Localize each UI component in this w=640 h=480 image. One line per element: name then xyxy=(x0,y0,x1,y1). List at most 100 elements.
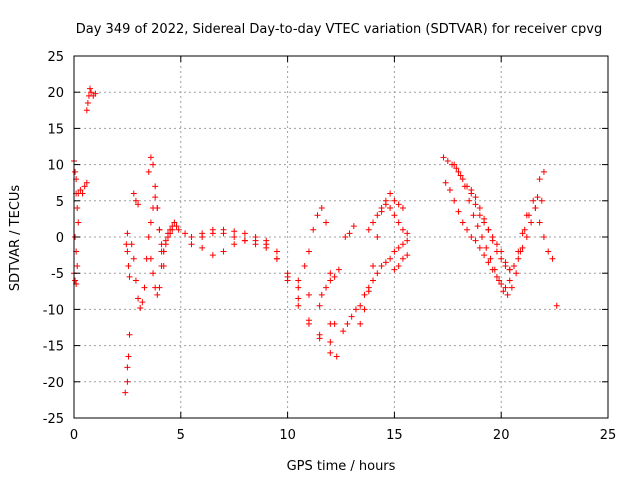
data-point xyxy=(468,234,475,240)
data-point xyxy=(231,241,238,248)
data-point xyxy=(188,234,195,240)
data-point xyxy=(150,161,157,168)
data-point xyxy=(404,230,411,237)
x-tick-label: 10 xyxy=(279,428,296,443)
data-point xyxy=(528,219,535,226)
data-point xyxy=(83,107,90,114)
data-point xyxy=(399,255,406,262)
data-point xyxy=(370,277,377,284)
data-point xyxy=(444,157,451,164)
data-point xyxy=(523,234,530,240)
data-point xyxy=(440,154,447,161)
data-point xyxy=(502,284,509,291)
data-point xyxy=(84,100,91,107)
y-tick-labels: 25 20 15 10 5 0 -5 -10 -15 -20 -25 xyxy=(43,50,64,427)
data-point xyxy=(314,212,321,219)
data-point xyxy=(273,255,280,262)
data-point xyxy=(152,194,159,201)
data-point xyxy=(209,252,216,259)
data-point xyxy=(502,262,509,269)
data-point xyxy=(532,205,539,212)
data-point xyxy=(459,176,466,183)
data-point xyxy=(500,288,507,295)
series-arc-22 xyxy=(468,168,547,273)
axis-ticks xyxy=(73,55,609,419)
data-point xyxy=(476,205,483,212)
data-point xyxy=(81,183,88,190)
data-point xyxy=(130,255,137,262)
data-point xyxy=(126,331,133,338)
data-point xyxy=(451,161,458,168)
data-point xyxy=(147,255,154,262)
data-point xyxy=(549,255,556,262)
data-point xyxy=(135,295,142,302)
data-point xyxy=(301,262,308,269)
data-point xyxy=(472,201,479,208)
data-point xyxy=(164,234,171,240)
data-point xyxy=(125,353,132,360)
data-point xyxy=(156,226,163,233)
data-point xyxy=(446,186,453,193)
data-point xyxy=(295,302,302,309)
x-tick-label: 15 xyxy=(386,428,403,443)
y-tick-label: -15 xyxy=(43,340,64,355)
data-point xyxy=(530,197,537,204)
data-point xyxy=(538,197,545,204)
data-point xyxy=(540,168,547,175)
data-point xyxy=(399,241,406,248)
data-point xyxy=(154,205,161,212)
data-point xyxy=(327,277,334,284)
data-point xyxy=(481,252,488,259)
data-point xyxy=(470,212,477,219)
data-point xyxy=(156,284,163,291)
data-point xyxy=(399,226,406,233)
data-point xyxy=(453,165,460,172)
data-point xyxy=(231,234,238,240)
data-point xyxy=(442,179,449,186)
data-point xyxy=(404,237,411,244)
data-point xyxy=(150,270,157,277)
data-point xyxy=(378,262,385,269)
data-point xyxy=(310,226,317,233)
data-point xyxy=(124,364,131,371)
series-arc-14 xyxy=(342,223,357,240)
y-tick-label: 15 xyxy=(47,122,64,137)
data-point xyxy=(88,89,95,96)
data-point xyxy=(162,241,169,248)
data-point xyxy=(327,338,334,345)
y-tick-label: 10 xyxy=(47,159,64,174)
data-point xyxy=(323,219,330,226)
data-point xyxy=(342,234,349,240)
data-point xyxy=(472,194,479,201)
data-point xyxy=(387,190,394,197)
data-point xyxy=(333,353,340,360)
data-point xyxy=(521,226,528,233)
series-arc-12 xyxy=(318,266,342,298)
data-point xyxy=(474,223,481,230)
data-point xyxy=(493,241,500,248)
series-arc-4 xyxy=(122,230,133,396)
data-point xyxy=(455,168,462,175)
data-point xyxy=(496,277,503,284)
data-point xyxy=(485,259,492,266)
data-point xyxy=(327,349,334,356)
series-arc-23 xyxy=(532,205,560,309)
x-tick-label: 20 xyxy=(493,428,510,443)
data-point xyxy=(316,302,323,309)
series-arc-16 xyxy=(361,237,411,298)
data-point xyxy=(395,262,402,269)
data-point xyxy=(370,219,377,226)
data-point xyxy=(464,226,471,233)
data-point xyxy=(169,226,176,233)
data-point xyxy=(489,237,496,244)
data-point xyxy=(147,154,154,161)
data-point xyxy=(331,320,338,327)
series-arc-19 xyxy=(440,154,545,298)
data-point xyxy=(295,284,302,291)
data-point xyxy=(382,201,389,208)
data-point xyxy=(132,277,139,284)
data-point xyxy=(457,172,464,179)
data-point xyxy=(493,273,500,280)
data-point xyxy=(508,284,515,291)
data-point xyxy=(154,291,161,298)
